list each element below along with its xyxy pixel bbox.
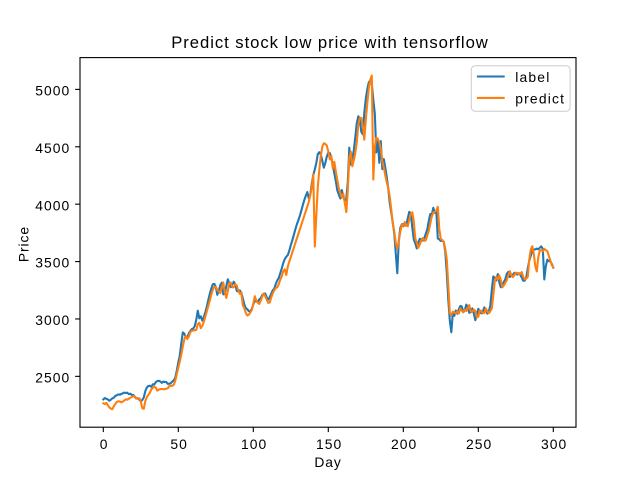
svg-text:50: 50 [170, 436, 188, 452]
svg-text:3000: 3000 [35, 312, 70, 328]
svg-text:4000: 4000 [35, 197, 70, 213]
svg-text:4500: 4500 [35, 140, 70, 156]
svg-text:100: 100 [241, 436, 267, 452]
svg-text:predict: predict [515, 90, 565, 106]
svg-text:label: label [515, 69, 550, 85]
svg-text:0: 0 [100, 436, 109, 452]
svg-text:300: 300 [541, 436, 567, 452]
svg-text:5000: 5000 [35, 82, 70, 98]
svg-text:150: 150 [316, 436, 342, 452]
svg-text:250: 250 [466, 436, 492, 452]
svg-text:Predict stock low price with t: Predict stock low price with tensorflow [171, 33, 489, 52]
svg-text:2500: 2500 [35, 369, 70, 385]
svg-text:Price: Price [16, 226, 32, 262]
svg-text:Day: Day [314, 454, 341, 470]
svg-text:3500: 3500 [35, 255, 70, 271]
svg-text:200: 200 [391, 436, 417, 452]
